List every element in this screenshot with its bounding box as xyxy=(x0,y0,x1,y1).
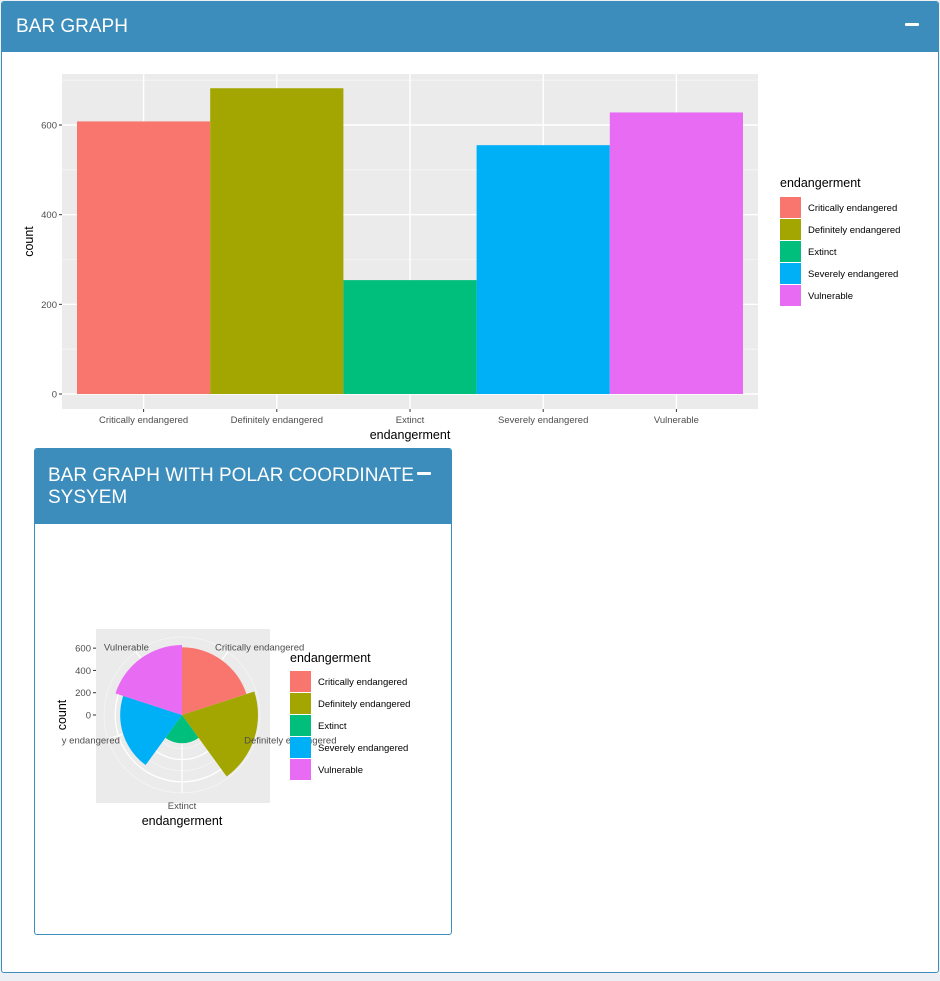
legend-key xyxy=(290,715,311,736)
x-tick-label: Severely endangered xyxy=(498,415,588,426)
x-tick-label: Vulnerable xyxy=(654,415,699,426)
legend-label: Vulnerable xyxy=(318,765,363,776)
polar-wedge xyxy=(115,645,182,715)
polar-wedge xyxy=(165,715,199,744)
y-tick-label: 0 xyxy=(86,711,91,722)
polar-graph-title: BAR GRAPH WITH POLAR COORDINATE SYSYEM xyxy=(48,465,414,508)
x-tick-label: Critically endangered xyxy=(99,415,188,426)
y-tick-label: 400 xyxy=(41,210,57,221)
legend-title: endangerment xyxy=(780,176,861,190)
legend-label: Critically endangered xyxy=(318,677,407,688)
x-axis-title: endangerment xyxy=(142,814,223,828)
x-axis-title: endangerment xyxy=(370,428,451,442)
legend-key xyxy=(780,197,801,218)
legend-label: Extinct xyxy=(808,247,837,258)
legend-label: Critically endangered xyxy=(808,203,897,214)
bar xyxy=(77,121,211,394)
polar-graph-box: BAR GRAPH WITH POLAR COORDINATE SYSYEM C… xyxy=(34,448,452,935)
legend-title: endangerment xyxy=(290,651,371,665)
bar-graph-title: BAR GRAPH xyxy=(16,16,128,37)
legend-key xyxy=(290,759,311,780)
polar-category-label: y endangered xyxy=(62,736,120,747)
x-tick-label: Definitely endangered xyxy=(231,415,323,426)
legend-label: Severely endangered xyxy=(318,743,408,754)
legend-label: Definitely endangered xyxy=(808,225,900,236)
y-tick-label: 200 xyxy=(75,688,91,699)
legend-key xyxy=(290,671,311,692)
legend-label: Definitely endangered xyxy=(318,699,410,710)
legend-key xyxy=(290,693,311,714)
polar-category-label: Critically endangered xyxy=(215,642,304,653)
polar-wedge xyxy=(120,695,182,766)
polar-graph-header: BAR GRAPH WITH POLAR COORDINATE SYSYEM xyxy=(35,449,451,524)
bar xyxy=(476,145,610,394)
polar-wedge xyxy=(182,647,247,715)
legend-label: Extinct xyxy=(318,721,347,732)
polar-category-label: Extinct xyxy=(168,801,197,812)
legend-key xyxy=(780,285,801,306)
polar-bar-chart: Critically endangered Definitely endanger… xyxy=(55,629,410,828)
y-tick-label: 200 xyxy=(41,300,57,311)
polar-category-label: Vulnerable xyxy=(104,642,149,653)
bar-graph-header: BAR GRAPH xyxy=(2,2,938,52)
y-axis-title: count xyxy=(55,699,69,730)
polar-wedge xyxy=(182,691,258,777)
legend-label: Severely endangered xyxy=(808,269,898,280)
y-tick-label: 400 xyxy=(75,666,91,677)
bar xyxy=(609,112,743,395)
y-tick-label: 600 xyxy=(75,644,91,655)
collapse-minus-icon[interactable] xyxy=(417,472,431,475)
legend-key xyxy=(780,241,801,262)
y-tick-label: 0 xyxy=(52,390,57,401)
bar-chart: 0 200 400 600 Critically endangered Definitel… xyxy=(22,74,900,442)
page-footer-strip xyxy=(0,973,940,981)
bar xyxy=(343,280,477,394)
legend-key xyxy=(780,263,801,284)
collapse-minus-icon[interactable] xyxy=(905,23,919,26)
y-tick-label: 600 xyxy=(41,121,57,132)
x-tick-label: Extinct xyxy=(396,415,425,426)
legend-label: Vulnerable xyxy=(808,291,853,302)
legend-key xyxy=(780,219,801,240)
bar xyxy=(210,88,344,394)
legend-key xyxy=(290,737,311,758)
y-axis-title: count xyxy=(22,226,36,257)
